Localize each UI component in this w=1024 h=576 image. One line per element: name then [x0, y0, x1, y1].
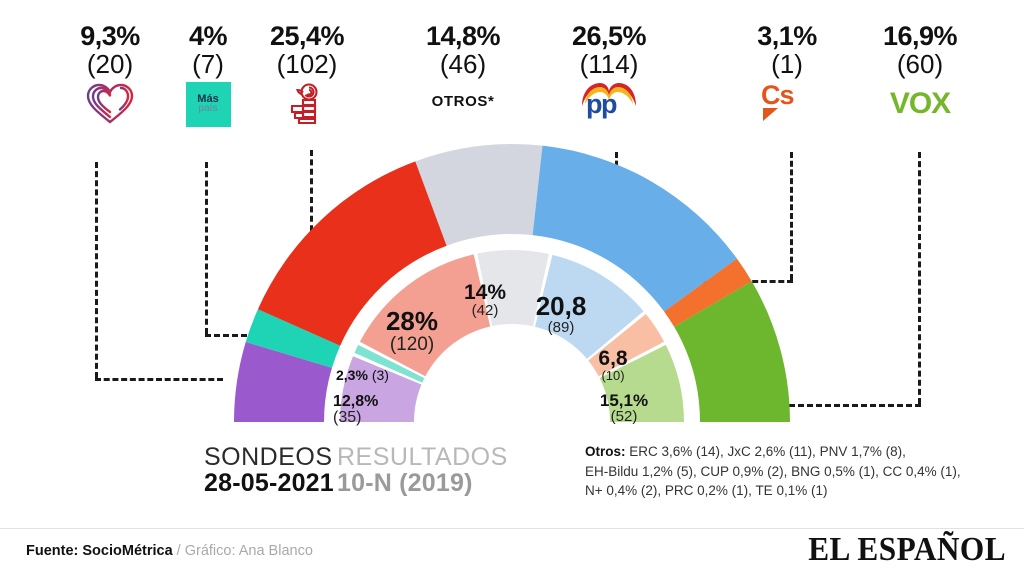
connector-up-horizontal: [95, 378, 223, 381]
legend-resultados-date: 10-N (2019): [337, 469, 473, 498]
otros-footnote-line2: EH-Bildu 1,2% (5), CUP 0,9% (2), BNG 0,5…: [585, 463, 961, 479]
footer-divider: [0, 528, 1024, 529]
legend-resultados: RESULTADOS 10-N (2019): [337, 444, 508, 498]
pp-logo-text: pp: [586, 89, 618, 120]
arc-slice-m-s-pa-s: [354, 344, 425, 383]
party-seats-up: (20): [86, 49, 134, 80]
arc-slice-vox: [599, 344, 684, 422]
connector-up-vertical: [95, 162, 98, 378]
otros-footnote: Otros: ERC 3,6% (14), JxC 2,6% (11), PNV…: [585, 442, 985, 501]
outer-ring-sondeos: [234, 143, 790, 422]
arc-slice-vox: [674, 281, 790, 422]
party-seats-vox: (60): [896, 49, 944, 80]
arc-slice-otros-: [415, 143, 543, 246]
arc-slice-m-s-pa-s: [245, 309, 341, 368]
cs-triangle-icon: [763, 108, 778, 122]
inner-ring-resultados: [340, 250, 684, 422]
footer-source-label: Fuente: SocioMétrica: [26, 543, 173, 559]
arc-slice-pp: [535, 254, 644, 359]
party-column-vox: 16,9% (60) VOX: [845, 22, 995, 127]
vox-icon: VOX: [889, 87, 951, 121]
otros-footnote-label: Otros:: [585, 444, 626, 459]
party-seats-psoe: (102): [276, 49, 338, 80]
connector-vox-horizontal: [735, 404, 921, 407]
party-column-otros: 14,8% (46) OTROS*: [388, 21, 538, 111]
arc-slice-psoe: [257, 161, 447, 346]
arc-slice-otros: [477, 250, 549, 327]
mas-pais-text-top: Más: [197, 93, 219, 106]
party-pct-up: 9,3%: [80, 21, 140, 51]
party-column-psoe: 25,4% (102): [232, 22, 382, 127]
connector-cs-vertical: [790, 152, 793, 280]
party-pct-maspais: 4%: [188, 21, 228, 51]
party-seats-pp: (114): [579, 49, 639, 80]
half-donut-chart: [234, 143, 790, 422]
party-pct-cs: 3,1%: [757, 21, 817, 51]
party-column-pp: 26,5% (114) pp: [534, 22, 684, 127]
otros-footnote-line3: N+ 0,4% (2), PRC 0,2% (1), TE 0,1% (1): [585, 483, 828, 499]
arc-slice-cs: [588, 313, 665, 377]
otros-footnote-line1: Otros: ERC 3,6% (14), JxC 2,6% (11), PNV…: [585, 444, 906, 459]
legend-resultados-title: RESULTADOS: [337, 443, 508, 471]
legend-sondeos-date: 28-05-2021: [204, 469, 334, 498]
legend-sondeos: SONDEOS 28-05-2021: [204, 444, 334, 498]
party-seats-otros: (46): [439, 49, 487, 80]
connector-maspais-horizontal: [205, 334, 247, 337]
party-column-maspais: 4% (7) Más país: [133, 22, 283, 127]
arc-slice-cs: [664, 258, 752, 327]
connector-maspais-vertical: [205, 162, 208, 334]
arc-slice-up: [234, 341, 332, 422]
mas-pais-text-bottom: país: [198, 103, 218, 115]
otros-text-label: OTROS*: [431, 93, 495, 111]
pp-icon: pp: [576, 82, 642, 126]
arc-slice-pp: [532, 145, 737, 312]
footer-source: Fuente: SocioMétrica / Gráfico: Ana Blan…: [26, 543, 313, 559]
cs-icon: Cs: [761, 80, 813, 126]
party-seats-maspais: (7): [192, 49, 224, 80]
arc-slice-up: [340, 356, 422, 422]
party-pct-vox: 16,9%: [882, 21, 958, 51]
cs-logo-text: Cs: [761, 80, 795, 111]
party-pct-otros: 14,8%: [425, 21, 501, 51]
mas-pais-icon: Más país: [185, 81, 231, 127]
party-column-cs: 3,1% (1) Cs: [712, 22, 862, 127]
party-pct-pp: 26,5%: [571, 21, 647, 51]
up-heart-icon: [35, 81, 185, 127]
connector-vox-vertical: [918, 152, 921, 404]
legend-sondeos-title: SONDEOS: [204, 443, 333, 471]
party-seats-cs: (1): [771, 49, 803, 80]
party-column-up: 9,3% (20): [35, 22, 185, 127]
party-pct-psoe: 25,4%: [269, 21, 345, 51]
brand-logo: EL ESPAÑOL: [808, 531, 1006, 568]
connector-psoe-vertical: [310, 150, 313, 250]
psoe-rose-fist-icon: [232, 81, 382, 127]
footer-credit: / Gráfico: Ana Blanco: [172, 543, 313, 559]
arc-slice-psoe: [359, 254, 491, 377]
